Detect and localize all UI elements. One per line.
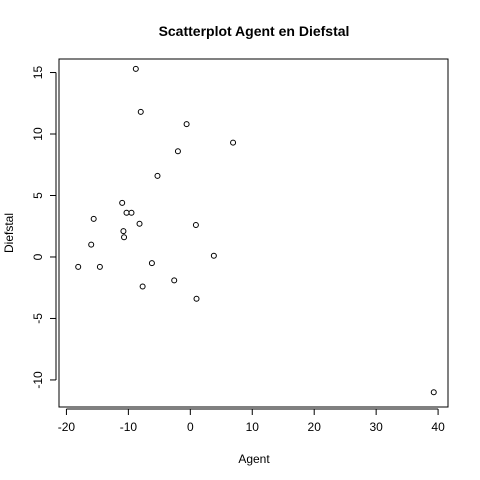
scatter-point [148,260,155,267]
scatter-point [154,172,161,179]
y-tick-label: -5 [31,313,45,324]
x-tick-label: 40 [431,420,445,434]
x-axis-label: Agent [238,452,270,466]
scatter-point [128,209,135,216]
scatter-point [75,263,82,270]
scatter-point [139,283,146,290]
scatter-point [210,252,217,259]
y-tick-label: 15 [31,66,45,80]
y-tick-label: 10 [31,127,45,141]
x-tick-label: 0 [187,420,194,434]
scatter-point [136,220,143,227]
y-axis-label: Diefstal [2,213,16,253]
scatter-point [183,121,190,128]
scatter-point [137,108,144,115]
scatter-point [193,295,200,302]
scatter-point [96,263,103,270]
chart-title: Scatterplot Agent en Diefstal [159,23,350,39]
scatter-point [192,222,199,229]
scatter-point [121,234,128,241]
y-tick-label: -10 [31,371,45,389]
scatter-point [90,215,97,222]
x-tick-label: 20 [308,420,322,434]
scatter-point [132,65,139,72]
x-tick-label: 30 [369,420,383,434]
scatter-point [123,209,130,216]
plot-frame [58,58,449,408]
data-points [75,65,437,396]
y-tick-label: 5 [31,192,45,199]
scatter-point [230,139,237,146]
x-tick-label: -10 [120,420,138,434]
scatter-point [88,241,95,248]
x-axis: -20 -10 0 10 20 30 40 [58,408,445,434]
scatter-point [171,277,178,284]
scatter-point [174,148,181,155]
scatter-point [120,228,127,235]
x-tick-label: 10 [246,420,260,434]
scatter-point [430,389,437,396]
y-tick-label: 0 [31,253,45,260]
scatter-point [119,199,126,206]
y-axis: -10 -5 0 5 10 15 [31,66,57,389]
x-tick-label: -20 [58,420,76,434]
